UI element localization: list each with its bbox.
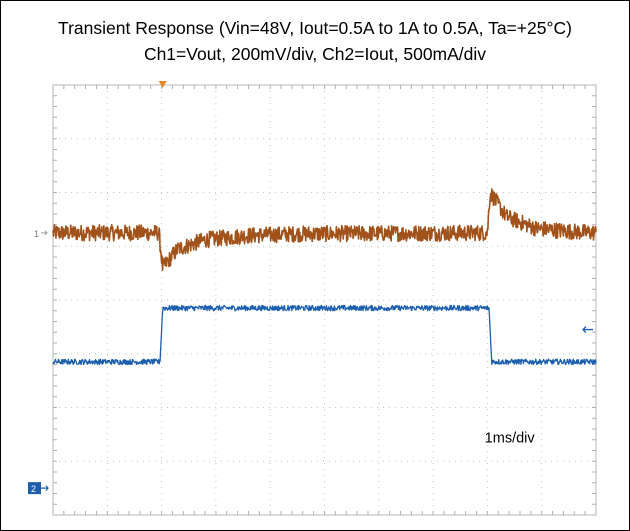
channel-1-arrow-icon — [41, 230, 48, 236]
channel-2-marker-box — [28, 482, 41, 495]
trace-ch2 — [52, 304, 597, 366]
channel-2-marker: 2 — [31, 484, 36, 494]
timebase-label: 1ms/div — [485, 430, 536, 446]
trigger-marker-icon — [158, 81, 167, 88]
chart-title: Transient Response (Vin=48V, Iout=0.5A t… — [58, 18, 572, 38]
trigger-level-arrow-icon — [582, 326, 593, 334]
plot-area — [52, 84, 597, 516]
trace-ch1 — [52, 188, 597, 271]
channel-1-marker: 1 — [34, 229, 39, 239]
channel-2-arrow-icon — [41, 485, 49, 491]
chart-subtitle: Ch1=Vout, 200mV/div, Ch2=Iout, 500mA/div — [143, 44, 487, 64]
